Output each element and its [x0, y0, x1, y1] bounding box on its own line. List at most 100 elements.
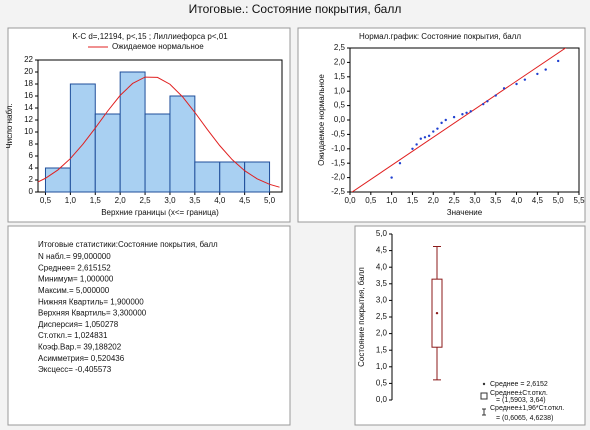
stats-title: Итоговые статистики:Состояние покрытия, …: [38, 240, 218, 249]
point: [440, 121, 443, 125]
y-tick-label: 4,0: [376, 262, 388, 271]
point: [556, 59, 560, 63]
y-tick-label: 6: [29, 151, 34, 160]
point: [432, 130, 435, 133]
x-axis-label: Верхние границы (x<= граница): [101, 208, 219, 217]
y-tick-label: 4,5: [376, 246, 388, 255]
point: [494, 94, 497, 97]
x-tick-label: 2,0: [428, 196, 440, 205]
legend-label: = (0,6065, 4,6238): [496, 415, 553, 422]
stats-line: Максим.= 5,000000: [38, 286, 110, 295]
legend-symbol: [480, 392, 488, 400]
legend-symbol: [482, 408, 486, 416]
point: [515, 82, 518, 86]
y-tick-label: 1,5: [376, 345, 388, 354]
y-tick-label: 5,0: [376, 229, 388, 238]
stats-line: Асимметрия= 0,520436: [38, 354, 125, 363]
y-tick-label: 1,0: [334, 86, 346, 95]
y-tick-label: -0,5: [331, 130, 345, 139]
bar: [144, 113, 171, 193]
y-tick-label: 10: [24, 127, 33, 136]
panel: [7, 225, 291, 426]
x-tick-label: 1,5: [407, 196, 419, 205]
point: [486, 100, 489, 103]
y-tick-label: -2,5: [331, 187, 345, 196]
y-tick-label: 0: [29, 187, 34, 196]
y-tick-label: 2: [29, 175, 34, 184]
chart-title: Нормал.график: Состояние покрытия, балл: [359, 32, 521, 41]
point: [427, 134, 431, 138]
point: [398, 162, 402, 165]
stats-line: Верхняя Квартиль= 3,300000: [38, 309, 147, 318]
stats-line: Дисперсия= 1,050278: [38, 320, 119, 329]
x-tick-label: 1,0: [386, 196, 398, 205]
y-tick-label: 0,5: [376, 379, 388, 388]
y-tick-label: 1,0: [376, 362, 388, 371]
y-axis-label: Число набл.: [5, 103, 14, 148]
point: [423, 136, 427, 139]
y-tick-label: 22: [24, 55, 33, 64]
y-tick-label: 14: [24, 103, 33, 112]
stats-line: Коэф.Вар.= 39,188202: [38, 343, 122, 352]
x-tick-label: 3,0: [469, 196, 481, 205]
x-tick-label: 4,0: [214, 196, 226, 205]
point: [523, 78, 527, 81]
x-axis-label: Значение: [447, 208, 483, 217]
stats-line: Минимум= 1,000000: [38, 275, 114, 284]
x-tick-label: 1,0: [65, 196, 77, 205]
bar: [219, 161, 246, 193]
bar: [194, 161, 221, 193]
x-tick-label: 2,0: [115, 196, 127, 205]
legend-label: = (1,5903, 3,64): [496, 397, 546, 404]
x-tick-label: 4,5: [239, 196, 251, 205]
stats-line: Ст.откл.= 1,024831: [38, 331, 108, 340]
normal-curve: [37, 76, 280, 188]
point: [452, 115, 456, 119]
bar: [169, 95, 196, 193]
y-tick-label: 0,5: [334, 101, 346, 110]
stats-line: Эксцесс= -0,405573: [38, 365, 112, 374]
point: [444, 118, 447, 122]
y-tick-label: 0,0: [376, 395, 388, 404]
stats-line: Нижняя Квартиль= 1,900000: [38, 297, 144, 306]
x-tick-label: 2,5: [139, 196, 151, 205]
x-tick-label: 3,5: [189, 196, 201, 205]
x-tick-label: 2,5: [449, 196, 461, 205]
y-tick-label: 12: [24, 115, 33, 124]
x-tick-label: 5,0: [553, 196, 565, 205]
x-tick-label: 4,5: [532, 196, 544, 205]
chart-title: K-C d=,12194, p<,15 ; Лиллиефорса p<,01: [72, 32, 228, 41]
legend-label: Среднее±Ст.откл.: [490, 390, 548, 397]
y-tick-label: -2,0: [331, 173, 345, 182]
page-title: Итоговые.: Состояние покрытия, балл: [189, 2, 402, 16]
y-tick-label: 20: [24, 67, 33, 76]
point: [436, 127, 439, 130]
y-tick-label: 2,5: [376, 312, 388, 321]
x-tick-label: 3,5: [490, 196, 502, 205]
y-axis-label: Состояние покрытия, балл: [357, 267, 366, 367]
point: [461, 113, 464, 116]
y-tick-label: 4: [29, 163, 34, 172]
y-tick-label: 1,5: [334, 72, 346, 81]
y-tick-label: 2,0: [334, 58, 346, 67]
fit-line: [351, 48, 567, 192]
point: [469, 110, 472, 113]
point: [415, 143, 418, 146]
y-tick-label: 16: [24, 91, 33, 100]
x-tick-label: 0,0: [344, 196, 356, 205]
x-tick-label: 5,0: [264, 196, 276, 205]
legend-label: Ожидаемое нормальное: [112, 42, 204, 51]
point: [544, 68, 547, 71]
bar: [94, 113, 121, 193]
stats-line: N набл.= 99,000000: [38, 252, 111, 261]
point: [536, 72, 539, 76]
x-tick-label: 3,0: [164, 196, 176, 205]
y-tick-label: -1,5: [331, 158, 345, 167]
y-tick-label: 0,0: [334, 115, 346, 124]
legend-label: Среднее±1,96*Ст.откл.: [490, 405, 564, 412]
bar: [69, 83, 96, 193]
point: [411, 147, 414, 150]
x-tick-label: 4,0: [511, 196, 523, 205]
y-tick-label: -1,0: [331, 144, 345, 153]
x-tick-label: 0,5: [40, 196, 52, 205]
